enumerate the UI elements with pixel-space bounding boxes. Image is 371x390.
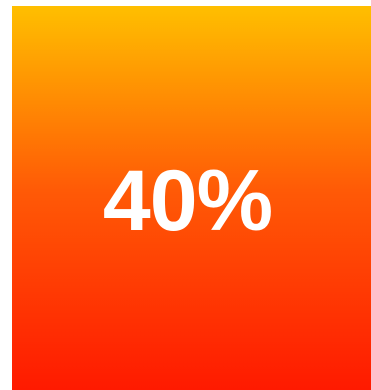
percentage-value: 40% (102, 153, 273, 249)
percentage-tile: 40% (12, 6, 371, 390)
